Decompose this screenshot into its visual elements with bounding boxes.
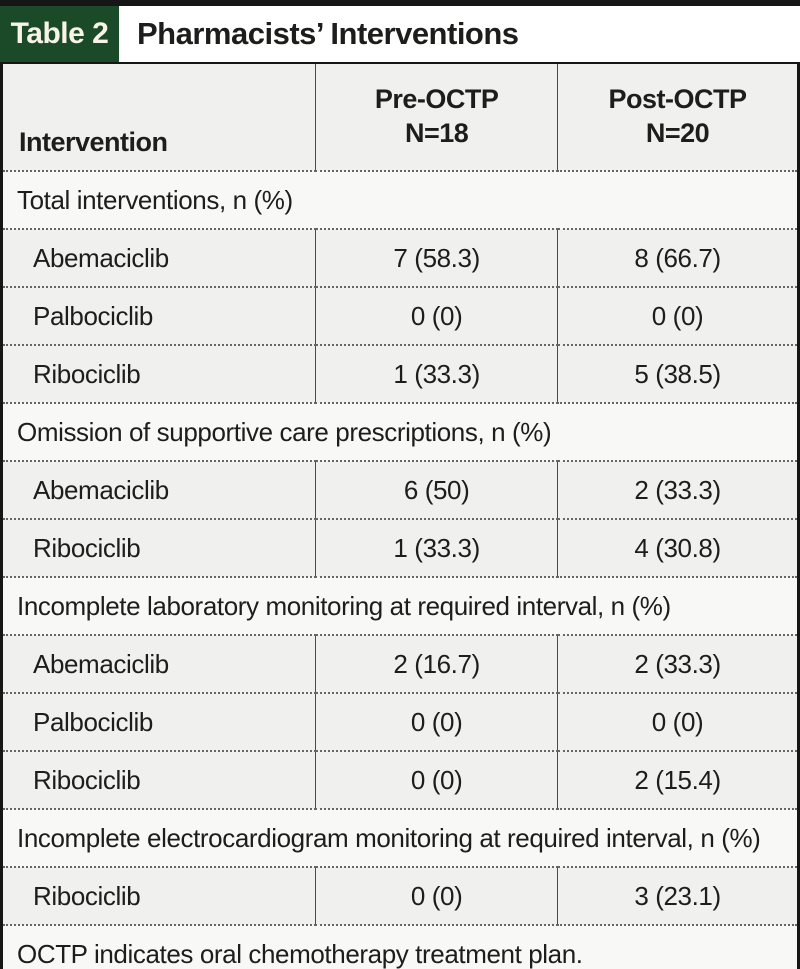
pre-octp-value-cell: 7 (58.3) (315, 228, 558, 287)
table-row: Abemaciclib 6 (50) 2 (33.3) (1, 460, 799, 519)
drug-name-cell: Abemaciclib (1, 634, 316, 693)
column-header-post-octp: Post-OCTP N=20 (557, 63, 799, 171)
column-header-intervention: Intervention (1, 63, 316, 171)
footnote-row: OCTP indicates oral chemotherapy treatme… (1, 924, 799, 969)
section-label: Incomplete laboratory monitoring at requ… (1, 576, 799, 635)
table-row: Abemaciclib 2 (16.7) 2 (33.3) (1, 634, 799, 693)
section-header-row: Total interventions, n (%) (1, 170, 799, 229)
interventions-table: Intervention Pre-OCTP N=18 Post-OCTP N=2… (0, 62, 800, 969)
drug-name-cell: Palbociclib (1, 692, 316, 751)
page-title: Pharmacists’ Interventions (137, 16, 519, 51)
drug-name-cell: Ribociclib (1, 750, 316, 809)
drug-name-cell: Ribociclib (1, 344, 316, 403)
section-label: Incomplete electrocardiogram monitoring … (1, 808, 799, 867)
column-header-pre-octp: Pre-OCTP N=18 (315, 63, 558, 171)
post-octp-value-cell: 5 (38.5) (557, 344, 799, 403)
post-octp-value-cell: 2 (33.3) (557, 634, 799, 693)
section-label: Total interventions, n (%) (1, 170, 799, 229)
table-number-label: Table 2 (10, 17, 109, 50)
table-number-badge: Table 2 (0, 6, 119, 62)
table-row: Palbociclib 0 (0) 0 (0) (1, 692, 799, 751)
footnote: OCTP indicates oral chemotherapy treatme… (1, 924, 799, 969)
drug-name-cell: Abemaciclib (1, 460, 316, 519)
pre-octp-value-cell: 2 (16.7) (315, 634, 558, 693)
drug-name-cell: Palbociclib (1, 286, 316, 345)
pre-octp-value-cell: 6 (50) (315, 460, 558, 519)
pre-octp-value-cell: 0 (0) (315, 750, 558, 809)
post-octp-value-cell: 4 (30.8) (557, 518, 799, 577)
pre-octp-n: N=18 (404, 118, 469, 148)
post-octp-value-cell: 8 (66.7) (557, 228, 799, 287)
drug-name-cell: Ribociclib (1, 866, 316, 925)
top-border-bar (0, 0, 800, 6)
pre-octp-label: Pre-OCTP (374, 84, 499, 115)
column-header-row: Intervention Pre-OCTP N=18 Post-OCTP N=2… (1, 63, 799, 171)
table-row: Abemaciclib 7 (58.3) 8 (66.7) (1, 228, 799, 287)
pre-octp-value-cell: 0 (0) (315, 286, 558, 345)
table-row: Ribociclib 0 (0) 3 (23.1) (1, 866, 799, 925)
post-octp-value-cell: 0 (0) (557, 286, 799, 345)
pre-octp-value-cell: 1 (33.3) (315, 344, 558, 403)
pre-octp-value-cell: 1 (33.3) (315, 518, 558, 577)
pre-octp-value-cell: 0 (0) (315, 866, 558, 925)
table-row: Ribociclib 1 (33.3) 4 (30.8) (1, 518, 799, 577)
table-row: Palbociclib 0 (0) 0 (0) (1, 286, 799, 345)
post-octp-value-cell: 2 (33.3) (557, 460, 799, 519)
section-header-row: Incomplete electrocardiogram monitoring … (1, 808, 799, 867)
section-header-row: Omission of supportive care prescription… (1, 402, 799, 461)
post-octp-value-cell: 3 (23.1) (557, 866, 799, 925)
post-octp-n: N=20 (645, 118, 710, 148)
post-octp-value-cell: 2 (15.4) (557, 750, 799, 809)
post-octp-label: Post-OCTP (608, 84, 748, 115)
post-octp-value-cell: 0 (0) (557, 692, 799, 751)
pre-octp-value-cell: 0 (0) (315, 692, 558, 751)
drug-name-cell: Ribociclib (1, 518, 316, 577)
section-label: Omission of supportive care prescription… (1, 402, 799, 461)
table-row: Ribociclib 0 (0) 2 (15.4) (1, 750, 799, 809)
table-row: Ribociclib 1 (33.3) 5 (38.5) (1, 344, 799, 403)
title-bar: Table 2 Pharmacists’ Interventions (0, 6, 800, 62)
drug-name-cell: Abemaciclib (1, 228, 316, 287)
section-header-row: Incomplete laboratory monitoring at requ… (1, 576, 799, 635)
